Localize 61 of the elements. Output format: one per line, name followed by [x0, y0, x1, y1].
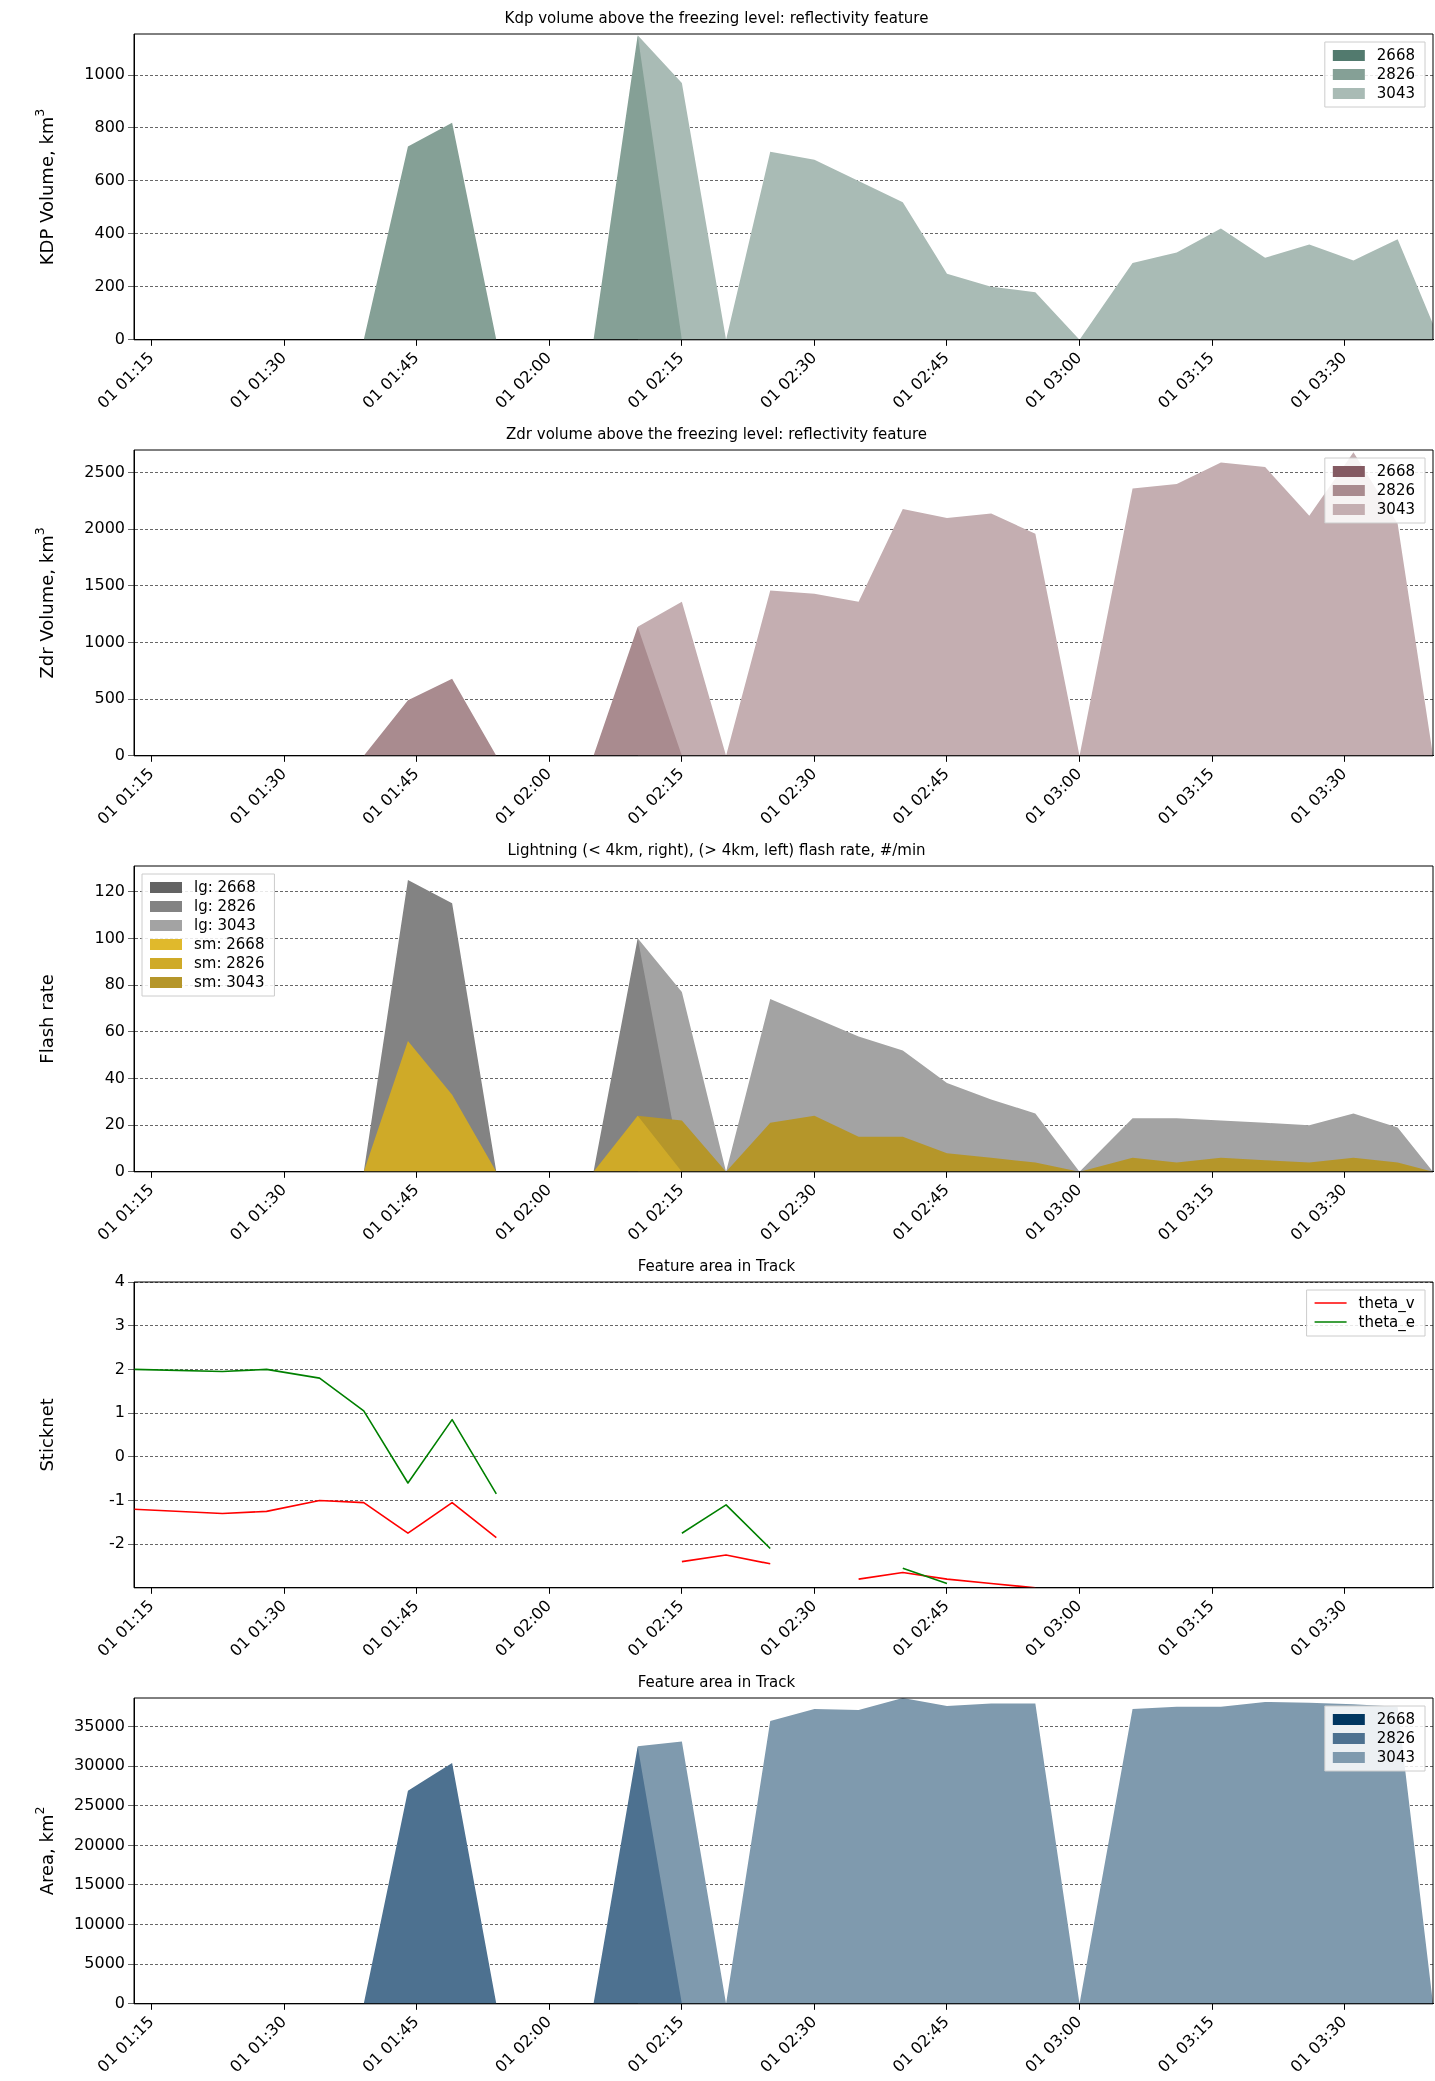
- y-tick-label: 3: [114, 1314, 125, 1334]
- legend-label: 2668: [1376, 1709, 1416, 1728]
- y-tick-label: 60: [104, 1020, 125, 1040]
- chart-title: Feature area in Track: [637, 1256, 796, 1275]
- y-tick-label: 0: [114, 1160, 125, 1180]
- legend-label: 2826: [1376, 64, 1416, 83]
- y-tick-label: 20000: [74, 1834, 125, 1854]
- y-tick-label: -1: [109, 1489, 125, 1509]
- y-tick-label: 100: [94, 927, 125, 947]
- y-tick-label: 20: [104, 1114, 125, 1134]
- y-tick-label: 1: [114, 1402, 125, 1422]
- y-tick-label: 500: [94, 688, 125, 708]
- y-axis-title: Flash rate: [35, 974, 57, 1064]
- y-tick-label: 200: [94, 276, 125, 296]
- chart-title: Kdp volume above the freezing level: reflectivity feature: [504, 8, 929, 27]
- y-tick-label: 2: [114, 1358, 125, 1378]
- chart-title: Feature area in Track: [637, 1672, 796, 1691]
- y-tick-label: 4: [114, 1271, 125, 1291]
- legend-label: 3043: [1376, 83, 1416, 102]
- y-axis-title: Sticknet: [35, 1398, 57, 1472]
- y-tick-label: 5000: [84, 1953, 125, 1973]
- y-tick-label: -2: [109, 1533, 125, 1553]
- y-tick-label: 800: [94, 117, 125, 137]
- y-tick-label: 1000: [84, 64, 125, 84]
- legend-label: 2668: [1376, 461, 1416, 480]
- legend-label: 2826: [1376, 1728, 1416, 1747]
- y-tick-label: 10000: [74, 1913, 125, 1933]
- y-tick-label: 2000: [84, 518, 125, 538]
- y-axis-title: Zdr Volume, km3: [32, 527, 57, 679]
- legend-label: theta_e: [1358, 1312, 1415, 1332]
- y-tick-label: 30000: [74, 1755, 125, 1775]
- legend-label: lg: 3043: [194, 915, 256, 934]
- y-tick-label: 80: [104, 974, 125, 994]
- y-tick-label: 15000: [74, 1874, 125, 1894]
- legend-label: lg: 2668: [194, 877, 256, 896]
- legend-label: sm: 2668: [194, 934, 265, 953]
- legend-label: 2826: [1376, 480, 1416, 499]
- legend-label: sm: 3043: [194, 972, 265, 991]
- y-tick-label: 1500: [84, 575, 125, 595]
- legend-label: theta_v: [1358, 1293, 1415, 1313]
- y-tick-label: 0: [114, 328, 125, 348]
- legend-label: 2668: [1376, 45, 1416, 64]
- y-axis-title: Area, km2: [32, 1806, 57, 1896]
- y-tick-label: 400: [94, 223, 125, 243]
- y-tick-label: 0: [114, 744, 125, 764]
- y-tick-label: 25000: [74, 1794, 125, 1814]
- y-tick-label: 0: [114, 1992, 125, 2012]
- y-tick-label: 0: [114, 1445, 125, 1465]
- y-tick-label: 35000: [74, 1715, 125, 1735]
- legend-label: lg: 2826: [194, 896, 256, 915]
- chart-title: Lightning (< 4km, right), (> 4km, left) flash rate, #/min: [507, 840, 926, 859]
- y-tick-label: 2500: [84, 461, 125, 481]
- y-tick-label: 120: [94, 880, 125, 900]
- y-tick-label: 1000: [84, 631, 125, 651]
- legend-label: 3043: [1376, 499, 1416, 518]
- y-axis-title: KDP Volume, km3: [32, 108, 57, 266]
- legend-label: sm: 2826: [194, 953, 265, 972]
- y-tick-label: 40: [104, 1067, 125, 1087]
- y-tick-label: 600: [94, 170, 125, 190]
- legend-label: 3043: [1376, 1747, 1416, 1766]
- chart-title: Zdr volume above the freezing level: reflectivity feature: [506, 424, 927, 443]
